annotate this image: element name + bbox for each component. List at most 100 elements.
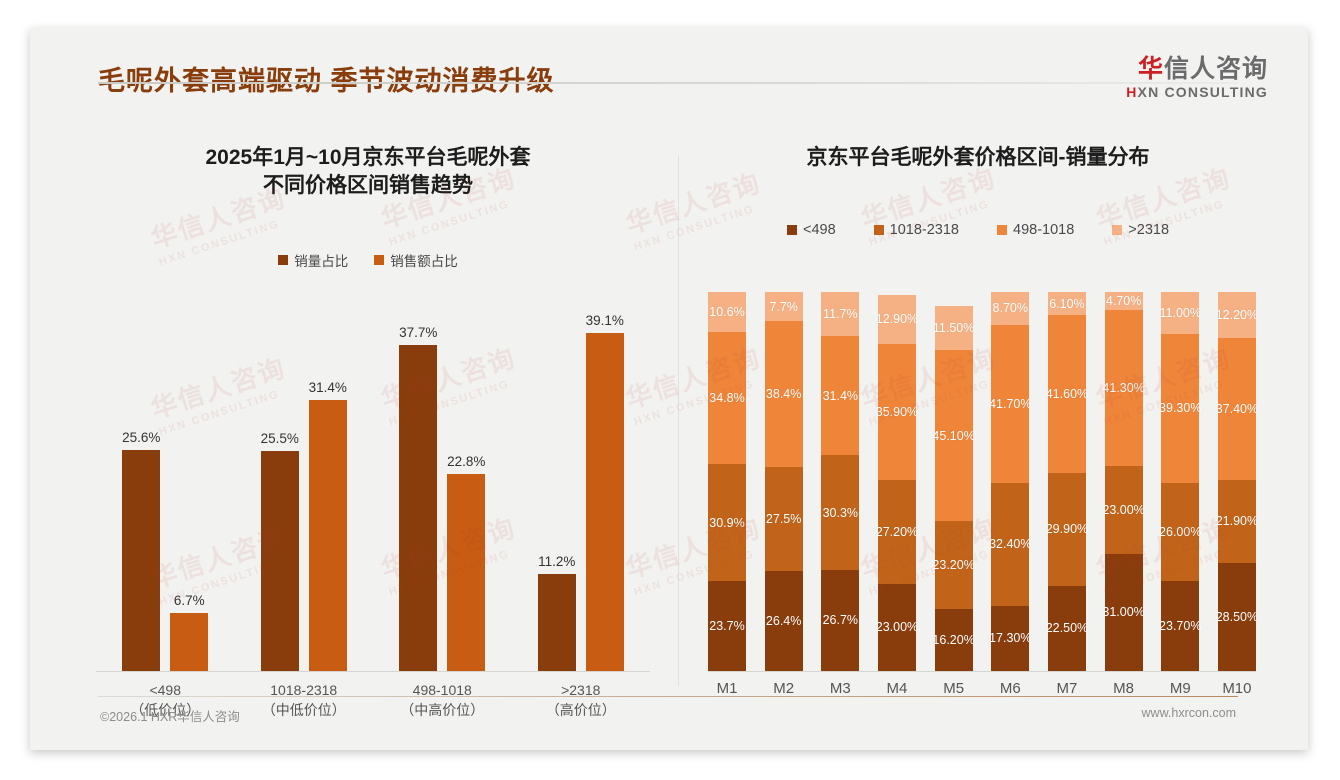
stack-segment-498-1018[interactable]: 35.90%	[876, 343, 918, 481]
x-axis-label-range: 498-1018	[412, 682, 472, 698]
stack-segment-498-1018[interactable]: 41.60%	[1045, 315, 1089, 473]
stack-segment-<498[interactable]: 16.20%	[932, 609, 975, 671]
bar-销量占比[interactable]	[260, 451, 299, 671]
stack-segment-498-1018[interactable]: 38.4%	[764, 321, 803, 467]
bar-column[interactable]: 31.4%	[309, 292, 347, 671]
stack-segment-label: 23.20%	[932, 558, 975, 573]
stacked-bar[interactable]: 6.10% 41.60% 29.90% 22.50%	[1045, 292, 1089, 671]
bar-销售额占比[interactable]	[585, 333, 624, 671]
stack-segment->2318[interactable]: 4.70%	[1104, 292, 1143, 310]
footer-copyright: ©2026.1 HXR华信人咨询	[100, 710, 240, 724]
stack-segment-1018-2318[interactable]: 21.90%	[1215, 479, 1259, 563]
bar-column[interactable]: 39.1%	[586, 292, 624, 671]
stacked-bar[interactable]: 7.7% 38.4% 27.5% 26.4%	[764, 292, 803, 671]
stack-segment->2318[interactable]: 6.10%	[1047, 292, 1086, 316]
stack-segment->2318[interactable]: 7.7%	[764, 292, 803, 322]
stacked-bar[interactable]: 12.20% 37.40% 21.90% 28.50%	[1215, 292, 1259, 671]
stack-segment-1018-2318[interactable]: 29.90%	[1046, 472, 1088, 586]
stack-segment-498-1018[interactable]: 34.8%	[708, 332, 746, 465]
stacked-bar[interactable]: 11.7% 31.4% 30.3% 26.7%	[821, 292, 860, 671]
stack-segment-<498[interactable]: 31.00%	[1102, 553, 1145, 671]
legend-item-498-1018[interactable]: 498-1018	[997, 222, 1074, 238]
stacked-bar[interactable]: 12.90% 35.90% 27.20% 23.00%	[875, 292, 919, 671]
stacked-bar[interactable]: 10.6% 34.8% 30.9% 23.7%	[708, 291, 746, 671]
left-chart-x-axis-labels: <498 （低价位） 1018-2318 （中低价位） 498-1018 （中高价位） >2…	[96, 680, 650, 721]
stack-segment-1018-2318[interactable]: 23.00%	[1102, 466, 1145, 554]
header-divider	[98, 82, 1238, 84]
x-axis-label-tier: （中低价位）	[261, 702, 346, 719]
stack-segment-1018-2318[interactable]: 27.5%	[764, 466, 803, 571]
stack-segment-<498[interactable]: 17.30%	[989, 605, 1032, 671]
x-axis-label-range: >2318	[561, 682, 601, 698]
stack-segment-498-1018[interactable]: 39.30%	[1159, 333, 1201, 483]
stacked-bar[interactable]: 11.50% 45.10% 23.20% 16.20%	[932, 292, 975, 671]
bar-column[interactable]: 37.7%	[399, 292, 437, 671]
bar-销量占比[interactable]	[537, 574, 576, 671]
stack-segment-label: 21.90%	[1215, 514, 1259, 529]
bar-column[interactable]: 6.7%	[170, 292, 209, 671]
stack-segment-label: 41.30%	[1102, 381, 1145, 396]
stack-segment-1018-2318[interactable]: 30.3%	[821, 455, 860, 570]
bar-销售额占比[interactable]	[447, 474, 486, 671]
x-axis-label: 498-1018 （中高价位）	[373, 680, 512, 721]
legend-item-<498[interactable]: <498	[786, 222, 836, 238]
stacked-bar[interactable]: 4.70% 41.30% 23.00% 31.00%	[1102, 292, 1145, 671]
bar-column[interactable]: 22.8%	[447, 292, 485, 671]
stack-segment-<498[interactable]: 23.7%	[708, 581, 746, 671]
footer-website[interactable]: www.hxrcon.com	[1141, 706, 1236, 720]
bar-销量占比[interactable]	[122, 450, 161, 671]
legend-item-1018-2318[interactable]: 1018-2318	[873, 222, 959, 238]
stack-segment-498-1018[interactable]: 41.30%	[1102, 309, 1145, 467]
stack-segment-498-1018[interactable]: 45.10%	[932, 349, 975, 522]
stack-segment->2318[interactable]: 12.90%	[875, 294, 919, 344]
legend-swatch-icon	[997, 225, 1007, 235]
stacked-bar[interactable]: 8.70% 41.70% 32.40% 17.30%	[989, 292, 1032, 671]
stack-segment->2318[interactable]: 12.20%	[1216, 292, 1258, 339]
stack-segment-498-1018[interactable]: 41.70%	[989, 324, 1031, 483]
stack-segment-<498[interactable]: 26.4%	[764, 570, 803, 671]
legend-item->2318[interactable]: >2318	[1112, 222, 1169, 238]
right-chart-legend: <498 1018-2318 498-1018 >2318	[678, 222, 1278, 238]
stack-segment-1018-2318[interactable]: 32.40%	[989, 482, 1031, 606]
left-chart-plot-area: 25.6% 6.7% 25.5% 31.4% 37.7% 22.8% 11.2% 39.1%	[96, 292, 650, 672]
bar-column[interactable]: 25.5%	[261, 292, 299, 671]
x-axis-label: M3	[829, 680, 851, 697]
stack-segment-label: 17.30%	[989, 631, 1032, 646]
bar-销量占比[interactable]	[399, 345, 438, 671]
stack-segment->2318[interactable]: 11.50%	[933, 306, 974, 350]
stack-segment->2318[interactable]: 11.00%	[1160, 292, 1201, 334]
stack-segment->2318[interactable]: 10.6%	[708, 291, 746, 333]
bar-column[interactable]: 25.6%	[122, 292, 160, 671]
stack-segment-<498[interactable]: 23.70%	[1159, 581, 1201, 671]
slide-canvas: 毛呢外套高端驱动 季节波动消费升级 华信人咨询 HXN CONSULTING 2…	[30, 28, 1308, 750]
stack-segment-1018-2318[interactable]: 23.20%	[932, 521, 975, 610]
stacked-bar[interactable]: 11.00% 39.30% 26.00% 23.70%	[1159, 292, 1201, 671]
stack-segment-label: 41.60%	[1045, 386, 1089, 401]
bar-column[interactable]: 11.2%	[537, 292, 576, 671]
bar-销售额占比[interactable]	[170, 613, 209, 671]
stack-segment-label: 12.90%	[875, 312, 919, 327]
stack-segment->2318[interactable]: 8.70%	[991, 292, 1030, 325]
x-axis-label: >2318 （高价位）	[512, 680, 651, 721]
stack-segment->2318[interactable]: 11.7%	[821, 292, 860, 337]
stack-segment-label: 23.7%	[709, 619, 745, 634]
bar-value-label: 25.5%	[260, 431, 299, 446]
stack-segment-1018-2318[interactable]: 27.20%	[876, 480, 918, 584]
left-chart-legend: 销量占比 销售额占比	[68, 250, 668, 270]
stack-segment-<498[interactable]: 23.00%	[876, 583, 918, 671]
bar-销售额占比[interactable]	[308, 400, 347, 671]
legend-item-销售额占比[interactable]: 销售额占比	[374, 250, 458, 270]
stack-segment-<498[interactable]: 22.50%	[1046, 585, 1088, 671]
stack-segment-498-1018[interactable]: 37.40%	[1216, 338, 1258, 480]
legend-item-销量占比[interactable]: 销量占比	[278, 250, 348, 270]
stack-segment-1018-2318[interactable]: 30.9%	[708, 464, 746, 582]
stack-segment-498-1018[interactable]: 31.4%	[821, 336, 860, 456]
stack-segment-label: 7.7%	[769, 299, 798, 314]
bar-value-label: 22.8%	[447, 454, 486, 469]
stack-segment-<498[interactable]: 28.50%	[1216, 562, 1258, 671]
logo-english-text: HXN CONSULTING	[1126, 84, 1268, 100]
stack-segment-<498[interactable]: 26.7%	[821, 569, 860, 671]
right-chart-title: 京东平台毛呢外套价格区间-销量分布	[806, 146, 1150, 169]
stack-segment-1018-2318[interactable]: 26.00%	[1159, 482, 1201, 582]
stack-segment-label: 31.00%	[1102, 605, 1145, 620]
